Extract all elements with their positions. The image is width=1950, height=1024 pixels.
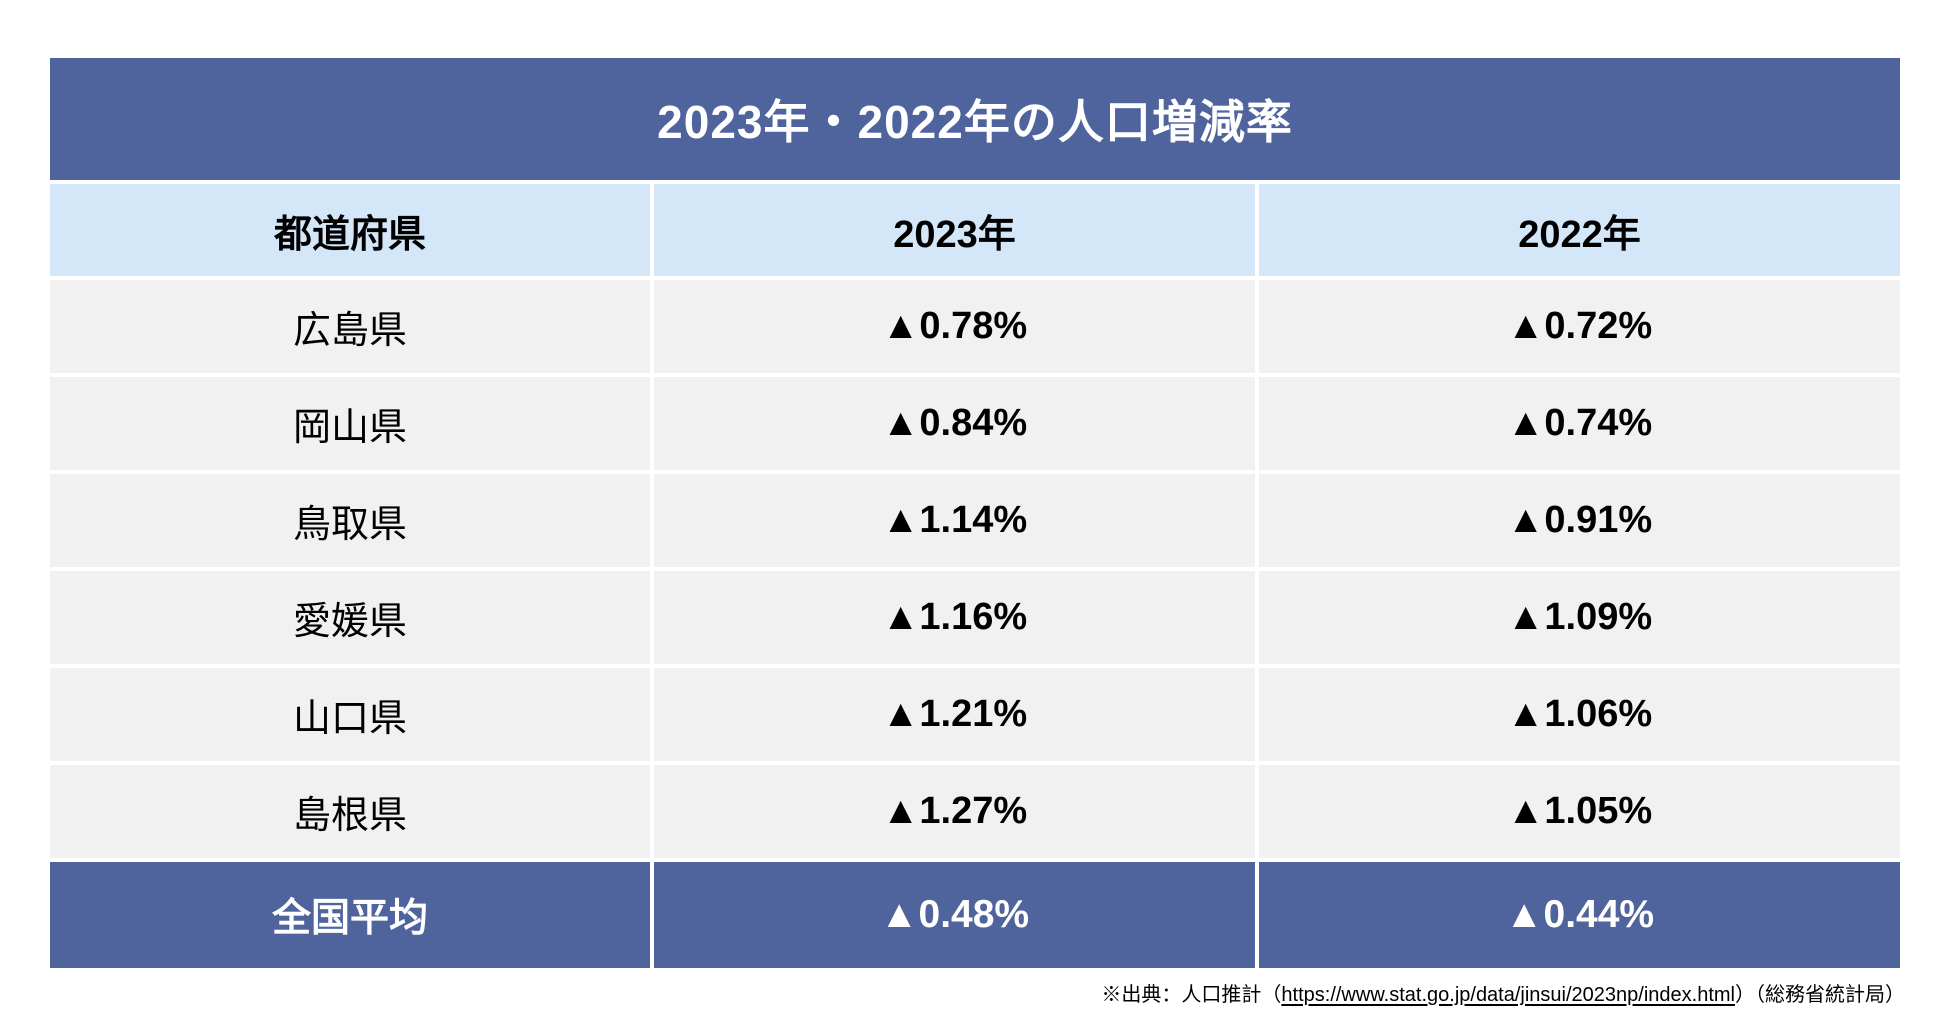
national-average-row: 全国平均 ▲0.48% ▲0.44% — [50, 862, 1900, 968]
prefecture-name: 岡山県 — [50, 377, 650, 470]
table-row: 広島県 ▲0.78% ▲0.72% — [50, 280, 1900, 373]
table-row: 山口県 ▲1.21% ▲1.06% — [50, 668, 1900, 761]
header-prefecture: 都道府県 — [50, 184, 650, 276]
value-2023: ▲1.14% — [654, 474, 1255, 567]
prefecture-name: 山口県 — [50, 668, 650, 761]
header-2022: 2022年 — [1259, 184, 1900, 276]
value-2022: ▲1.05% — [1259, 765, 1900, 858]
value-2023: ▲1.27% — [654, 765, 1255, 858]
source-url-link[interactable]: https://www.stat.go.jp/data/jinsui/2023n… — [1281, 984, 1735, 1006]
value-2022: ▲0.74% — [1259, 377, 1900, 470]
table-row: 鳥取県 ▲1.14% ▲0.91% — [50, 474, 1900, 567]
value-2023: ▲1.16% — [654, 571, 1255, 664]
population-change-table: 2023年・2022年の人口増減率 都道府県 2023年 2022年 広島県 ▲… — [50, 58, 1900, 968]
table-row: 島根県 ▲1.27% ▲1.05% — [50, 765, 1900, 858]
total-value-2022: ▲0.44% — [1259, 862, 1900, 968]
prefecture-name: 鳥取県 — [50, 474, 650, 567]
header-2023: 2023年 — [654, 184, 1255, 276]
table-row: 愛媛県 ▲1.16% ▲1.09% — [50, 571, 1900, 664]
value-2022: ▲1.09% — [1259, 571, 1900, 664]
prefecture-name: 広島県 — [50, 280, 650, 373]
value-2023: ▲0.84% — [654, 377, 1255, 470]
prefecture-name: 愛媛県 — [50, 571, 650, 664]
source-citation: ※出典：人口推計（https://www.stat.go.jp/data/jin… — [1101, 978, 1905, 1007]
table-row: 岡山県 ▲0.84% ▲0.74% — [50, 377, 1900, 470]
total-label: 全国平均 — [50, 862, 650, 968]
value-2023: ▲1.21% — [654, 668, 1255, 761]
table-title: 2023年・2022年の人口増減率 — [50, 58, 1900, 180]
header-row: 都道府県 2023年 2022年 — [50, 184, 1900, 276]
value-2023: ▲0.78% — [654, 280, 1255, 373]
source-suffix: ）（総務省統計局） — [1735, 984, 1905, 1006]
value-2022: ▲1.06% — [1259, 668, 1900, 761]
prefecture-name: 島根県 — [50, 765, 650, 858]
source-prefix: ※出典：人口推計（ — [1101, 984, 1282, 1006]
total-value-2023: ▲0.48% — [654, 862, 1255, 968]
value-2022: ▲0.91% — [1259, 474, 1900, 567]
value-2022: ▲0.72% — [1259, 280, 1900, 373]
